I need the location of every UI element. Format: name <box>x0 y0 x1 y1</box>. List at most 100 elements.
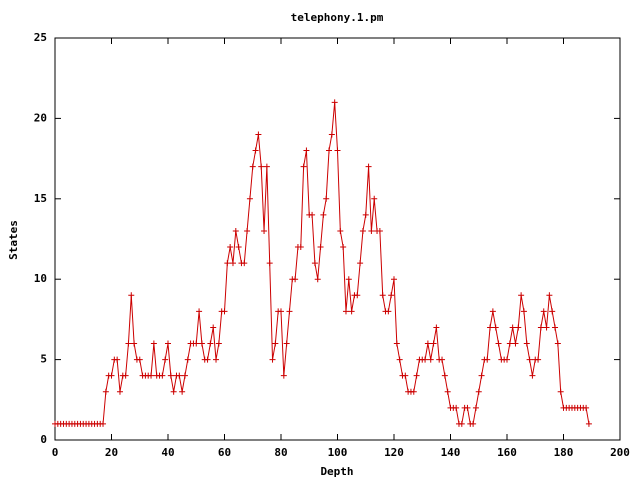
data-point <box>204 356 211 363</box>
data-point <box>557 388 564 395</box>
data-point <box>391 276 397 283</box>
data-point <box>492 324 499 331</box>
data-point <box>388 292 395 299</box>
data-point <box>320 211 327 218</box>
data-point <box>331 99 338 106</box>
y-tick-label: 5 <box>40 353 47 366</box>
data-point <box>165 340 171 347</box>
data-point <box>229 260 236 267</box>
series-line <box>55 102 590 425</box>
plot-frame <box>54 37 621 441</box>
x-tick-label: 80 <box>274 446 287 459</box>
data-point <box>458 420 465 427</box>
data-point <box>314 276 321 283</box>
data-point <box>512 340 519 347</box>
data-point <box>272 340 279 347</box>
x-tick-label: 0 <box>52 446 59 459</box>
data-point <box>328 131 335 138</box>
data-point <box>176 372 183 379</box>
data-point <box>317 244 324 251</box>
y-tick-label: 25 <box>34 31 47 44</box>
x-tick-label: 100 <box>328 446 348 459</box>
data-point <box>232 227 239 234</box>
data-point <box>303 147 310 154</box>
data-point <box>311 260 318 267</box>
data-point <box>114 356 121 363</box>
data-point <box>326 147 333 154</box>
data-point <box>504 356 510 363</box>
data-point <box>583 404 590 411</box>
data-point <box>472 404 479 411</box>
y-tick-label: 0 <box>40 433 47 446</box>
data-point <box>345 276 352 283</box>
data-point <box>520 308 527 315</box>
data-point <box>439 356 446 363</box>
chart-title: telephony.1.pm <box>291 11 384 24</box>
data-point <box>244 227 251 234</box>
data-point <box>255 131 262 138</box>
data-point <box>116 388 123 395</box>
data-point <box>413 372 420 379</box>
data-point <box>181 372 188 379</box>
data-point <box>280 372 287 379</box>
data-point <box>283 340 290 347</box>
data-point <box>278 308 284 315</box>
x-axis-label: Depth <box>320 465 353 478</box>
data-point <box>537 324 544 331</box>
x-tick-label: 20 <box>105 446 118 459</box>
data-point <box>554 340 561 347</box>
data-point <box>371 195 378 202</box>
data-point <box>224 260 231 267</box>
data-point <box>523 340 530 347</box>
x-tick-label: 40 <box>161 446 174 459</box>
y-tick-label: 10 <box>34 272 47 285</box>
data-point <box>269 356 276 363</box>
data-point <box>540 308 547 315</box>
data-point <box>478 372 485 379</box>
data-point <box>162 356 169 363</box>
data-point <box>207 340 214 347</box>
x-tick-label: 160 <box>497 446 517 459</box>
data-point <box>198 340 205 347</box>
data-point <box>342 308 349 315</box>
data-point <box>379 292 386 299</box>
data-point <box>549 308 556 315</box>
data-point <box>402 372 409 379</box>
data-point <box>122 372 129 379</box>
data-point <box>368 227 375 234</box>
data-point <box>334 147 341 154</box>
data-point <box>131 340 138 347</box>
data-point <box>444 388 451 395</box>
data-point <box>227 244 234 251</box>
data-point <box>309 211 316 218</box>
data-point <box>526 356 533 363</box>
data-point <box>535 356 542 363</box>
y-axis-label: States <box>7 220 20 260</box>
data-point <box>263 163 270 170</box>
data-point <box>385 308 392 315</box>
x-tick-label: 60 <box>218 446 231 459</box>
data-point <box>359 227 366 234</box>
data-point <box>213 356 220 363</box>
data-point <box>529 372 536 379</box>
data-point <box>108 372 115 379</box>
data-point <box>427 356 434 363</box>
data-point <box>193 340 200 347</box>
data-point <box>221 308 228 315</box>
data-point <box>136 356 143 363</box>
data-point <box>286 308 293 315</box>
data-point <box>266 260 273 267</box>
data-point <box>464 404 471 411</box>
data-point <box>159 372 166 379</box>
data-point <box>249 163 256 170</box>
data-point <box>393 340 400 347</box>
data-point <box>489 308 496 315</box>
data-point <box>365 163 372 170</box>
data-point <box>170 388 177 395</box>
data-point <box>215 340 222 347</box>
data-point <box>210 324 217 331</box>
x-tick-label: 120 <box>384 446 404 459</box>
data-point <box>235 244 242 251</box>
data-point <box>424 340 431 347</box>
